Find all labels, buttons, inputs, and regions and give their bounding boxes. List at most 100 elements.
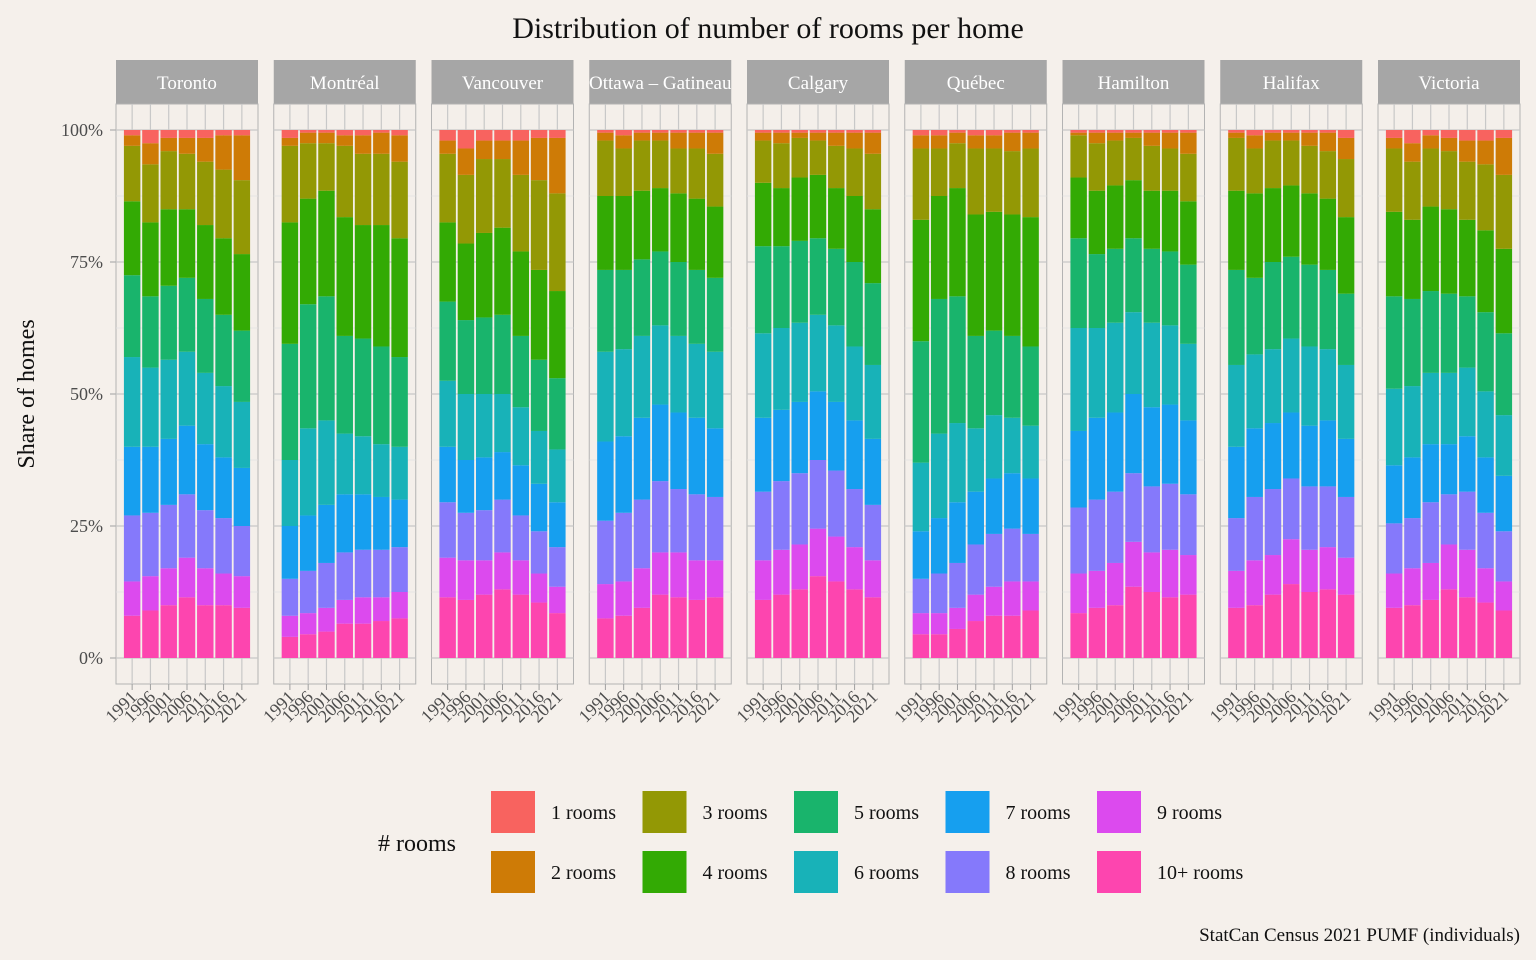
- bar-segment-5-rooms: [1264, 262, 1282, 350]
- bar-segment-5-rooms: [828, 248, 845, 326]
- bar-segment-2-rooms: [233, 135, 251, 181]
- bar-segment-1-rooms: [1422, 130, 1439, 136]
- bar-segment-2-rooms: [1440, 137, 1458, 152]
- bar-segment-7-rooms: [142, 446, 159, 513]
- bar-segment-1-rooms: [1004, 130, 1021, 133]
- bar-segment-6-rooms: [1070, 328, 1087, 431]
- bar-segment-6-rooms: [846, 346, 863, 421]
- bar-segment-2-rooms: [123, 135, 141, 146]
- bar-segment-3-rooms: [439, 153, 456, 223]
- bar-segment-3-rooms: [1422, 148, 1439, 207]
- bar-segment-3-rooms: [299, 143, 317, 199]
- bar-segment-1-rooms: [197, 130, 214, 138]
- bar-segment-5-rooms: [281, 343, 299, 460]
- bar-segment-1-rooms: [1228, 130, 1245, 133]
- y-tick-label: 75%: [70, 252, 103, 272]
- legend-label: 5 rooms: [854, 802, 919, 824]
- bar-segment-3-rooms: [1161, 148, 1179, 191]
- bar-segment-1-rooms: [688, 130, 706, 133]
- bar-segment-10-rooms: [633, 607, 651, 658]
- bar-segment-4-rooms: [549, 291, 566, 379]
- bar-segment-10-rooms: [142, 610, 159, 658]
- bar-segment-7-rooms: [1264, 423, 1282, 490]
- bar-segment-6-rooms: [1022, 425, 1039, 479]
- bar-segment-7-rooms: [373, 496, 390, 550]
- bar-segment-4-rooms: [197, 225, 214, 299]
- bar-segment-9-rooms: [512, 560, 530, 595]
- bar-segment-1-rooms: [1088, 130, 1106, 133]
- bar-segment-6-rooms: [336, 433, 353, 495]
- bar-segment-9-rooms: [299, 613, 317, 635]
- bar-segment-1-rooms: [530, 130, 548, 138]
- bar-segment-4-rooms: [336, 217, 353, 336]
- bar-segment-2-rooms: [1161, 132, 1179, 149]
- bar-segment-1-rooms: [597, 130, 614, 133]
- bar-segment-5-rooms: [1143, 248, 1161, 323]
- bar-segment-5-rooms: [439, 301, 456, 381]
- bar-segment-3-rooms: [985, 148, 1003, 212]
- bar-segment-4-rooms: [160, 209, 177, 286]
- bar-segment-9-rooms: [354, 597, 372, 624]
- legend-label: 9 rooms: [1157, 802, 1222, 824]
- bar-segment-10-rooms: [318, 631, 335, 658]
- bar-segment-3-rooms: [281, 145, 299, 223]
- bar-segment-7-rooms: [706, 428, 724, 497]
- bar-segment-1-rooms: [967, 130, 984, 136]
- bar-segment-2-rooms: [930, 135, 948, 149]
- bar-segment-1-rooms: [949, 130, 966, 133]
- bar-segment-10-rooms: [1495, 610, 1513, 658]
- bar-segment-2-rooms: [1070, 132, 1087, 136]
- bar-segment-7-rooms: [1301, 425, 1318, 487]
- bar-segment-7-rooms: [178, 425, 196, 495]
- bar-segment-3-rooms: [633, 140, 651, 191]
- bar-segment-5-rooms: [299, 304, 317, 429]
- bar-segment-5-rooms: [633, 259, 651, 336]
- bar-segment-6-rooms: [1422, 372, 1439, 445]
- bar-segment-2-rooms: [1004, 132, 1021, 152]
- bar-segment-8-rooms: [494, 499, 511, 553]
- facet-strip: [116, 60, 258, 104]
- bar-segment-8-rooms: [1440, 494, 1458, 545]
- bar-segment-10-rooms: [494, 589, 511, 658]
- bar-segment-4-rooms: [1337, 217, 1355, 294]
- bar-segment-9-rooms: [754, 560, 772, 600]
- facet-strip: [273, 60, 416, 104]
- bar-segment-1-rooms: [354, 130, 372, 136]
- bar-segment-4-rooms: [1283, 185, 1300, 257]
- bar-segment-6-rooms: [791, 322, 808, 402]
- facet-strip-label: Toronto: [157, 73, 217, 94]
- bar-segment-8-rooms: [123, 515, 141, 582]
- bar-segment-5-rooms: [318, 296, 335, 421]
- bar-segment-1-rooms: [1385, 130, 1403, 138]
- bar-segment-1-rooms: [754, 130, 772, 133]
- bar-segment-9-rooms: [1319, 547, 1337, 590]
- bar-segment-6-rooms: [688, 343, 706, 418]
- bar-segment-1-rooms: [318, 130, 335, 133]
- bar-segment-8-rooms: [336, 552, 353, 600]
- bar-segment-7-rooms: [549, 502, 566, 548]
- bar-segment-1-rooms: [864, 130, 882, 133]
- bar-segment-9-rooms: [1161, 549, 1179, 598]
- bar-segment-6-rooms: [494, 394, 511, 453]
- bar-segment-2-rooms: [846, 132, 863, 149]
- bar-segment-5-rooms: [597, 269, 614, 352]
- bar-segment-1-rooms: [1022, 130, 1039, 133]
- bar-segment-8-rooms: [949, 562, 966, 608]
- bar-segment-9-rooms: [178, 557, 196, 598]
- bar-segment-6-rooms: [123, 357, 141, 447]
- bar-segment-7-rooms: [809, 391, 827, 460]
- bar-segment-1-rooms: [930, 130, 948, 136]
- bar-segment-6-rooms: [706, 351, 724, 429]
- bar-segment-6-rooms: [1283, 338, 1300, 413]
- bar-segment-4-rooms: [688, 198, 706, 270]
- bar-segment-4-rooms: [633, 190, 651, 260]
- bar-segment-5-rooms: [233, 330, 251, 402]
- bar-segment-1-rooms: [281, 130, 299, 138]
- bar-segment-3-rooms: [706, 153, 724, 207]
- legend-key: [491, 791, 535, 833]
- bar-segment-3-rooms: [1228, 137, 1245, 191]
- bar-segment-8-rooms: [828, 470, 845, 537]
- bar-segment-1-rooms: [1440, 130, 1458, 138]
